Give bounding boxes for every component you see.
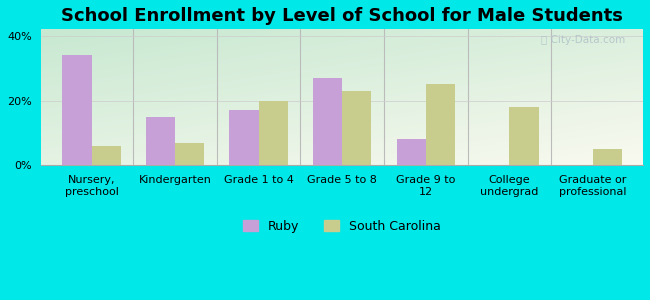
- Bar: [313, 78, 343, 165]
- Bar: [92, 146, 121, 165]
- Bar: [229, 110, 259, 165]
- Text: ⓘ City-Data.com: ⓘ City-Data.com: [541, 35, 625, 45]
- Bar: [426, 84, 455, 165]
- Bar: [259, 100, 288, 165]
- Title: School Enrollment by Level of School for Male Students: School Enrollment by Level of School for…: [61, 7, 623, 25]
- Bar: [510, 107, 539, 165]
- Bar: [175, 143, 204, 165]
- Bar: [62, 55, 92, 165]
- Bar: [343, 91, 372, 165]
- Legend: Ruby, South Carolina: Ruby, South Carolina: [238, 215, 447, 238]
- Bar: [396, 140, 426, 165]
- Bar: [593, 149, 622, 165]
- Bar: [146, 117, 175, 165]
